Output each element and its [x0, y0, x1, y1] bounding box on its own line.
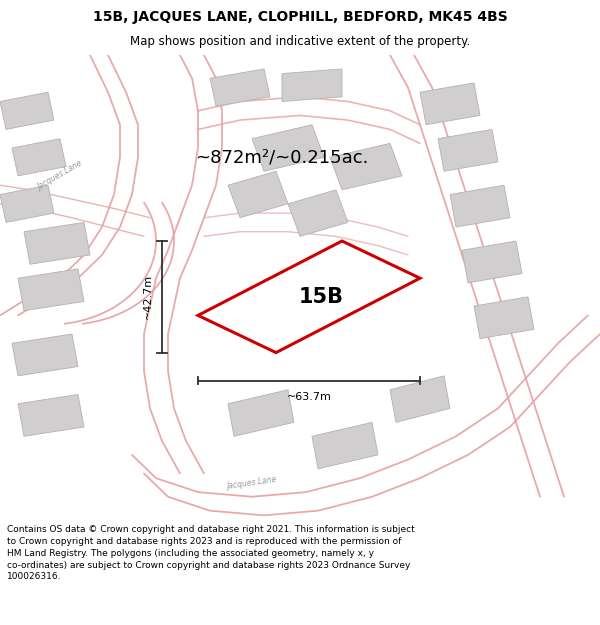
- Polygon shape: [474, 297, 534, 339]
- Text: 15B: 15B: [299, 287, 343, 307]
- Polygon shape: [228, 390, 294, 436]
- Polygon shape: [462, 241, 522, 283]
- Polygon shape: [210, 69, 270, 106]
- Polygon shape: [0, 185, 54, 222]
- Text: Jacques Lane: Jacques Lane: [36, 159, 84, 192]
- Polygon shape: [18, 394, 84, 436]
- Text: Jacques Lane: Jacques Lane: [226, 475, 278, 491]
- Polygon shape: [420, 83, 480, 125]
- Text: Map shows position and indicative extent of the property.: Map shows position and indicative extent…: [130, 35, 470, 48]
- Text: ~63.7m: ~63.7m: [287, 392, 331, 402]
- Polygon shape: [282, 69, 342, 101]
- Text: Contains OS data © Crown copyright and database right 2021. This information is : Contains OS data © Crown copyright and d…: [7, 525, 415, 581]
- Polygon shape: [288, 190, 348, 236]
- Polygon shape: [198, 241, 420, 352]
- Polygon shape: [252, 125, 324, 171]
- Polygon shape: [228, 171, 288, 217]
- Text: ~42.7m: ~42.7m: [143, 274, 153, 319]
- Polygon shape: [24, 222, 90, 264]
- Polygon shape: [18, 269, 84, 311]
- Polygon shape: [12, 334, 78, 376]
- Polygon shape: [330, 143, 402, 190]
- Polygon shape: [438, 129, 498, 171]
- Polygon shape: [312, 422, 378, 469]
- Text: ~872m²/~0.215ac.: ~872m²/~0.215ac.: [196, 148, 368, 166]
- Polygon shape: [0, 92, 54, 129]
- Polygon shape: [450, 185, 510, 227]
- Polygon shape: [12, 139, 66, 176]
- Polygon shape: [390, 376, 450, 423]
- Text: 15B, JACQUES LANE, CLOPHILL, BEDFORD, MK45 4BS: 15B, JACQUES LANE, CLOPHILL, BEDFORD, MK…: [92, 9, 508, 24]
